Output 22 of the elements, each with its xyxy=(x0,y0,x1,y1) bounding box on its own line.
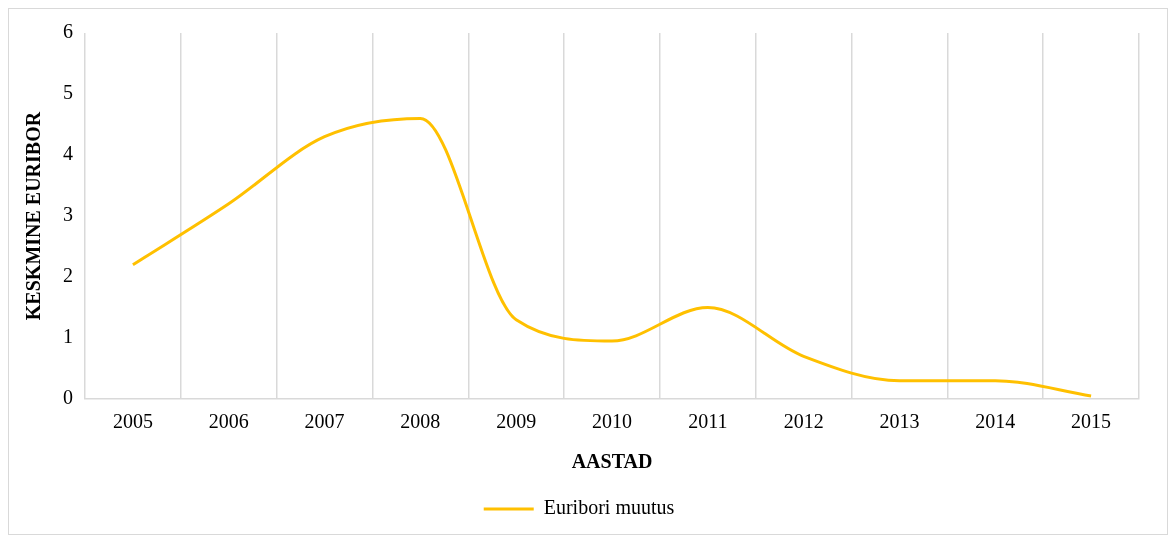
y-tick-label: 2 xyxy=(63,264,73,287)
y-tick-label: 4 xyxy=(63,142,73,165)
x-tick-label: 2013 xyxy=(879,410,920,433)
x-tick-label: 2009 xyxy=(496,410,537,433)
y-tick-label: 0 xyxy=(63,386,73,409)
y-tick-label: 5 xyxy=(63,81,73,104)
x-tick-label: 2014 xyxy=(975,410,1016,433)
x-tick-label: 2015 xyxy=(1071,410,1112,433)
y-tick-label: 1 xyxy=(63,325,73,348)
line-series xyxy=(131,116,1093,398)
y-tick-label: 3 xyxy=(63,203,73,226)
x-tick-label: 2008 xyxy=(400,410,441,433)
x-tick-label: 2006 xyxy=(208,410,249,433)
y-axis-title: KESKMINE EURIBOR xyxy=(22,111,45,321)
y-tick-label: 6 xyxy=(63,20,73,43)
x-tick-label: 2012 xyxy=(783,410,824,433)
x-tick-label: 2011 xyxy=(688,410,728,433)
x-axis-title: AASTAD xyxy=(571,450,653,473)
x-tick-label: 2007 xyxy=(304,410,345,433)
x-tick-label: 2010 xyxy=(592,410,632,433)
legend-label: Euribori muutus xyxy=(543,496,675,519)
x-tick-label: 2005 xyxy=(112,410,153,433)
